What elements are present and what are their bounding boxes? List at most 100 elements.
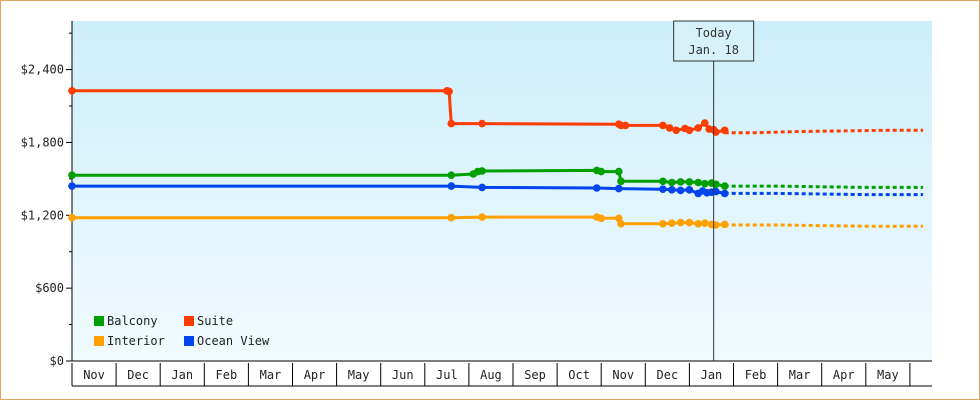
legend-swatch (184, 316, 194, 326)
data-point (447, 182, 456, 190)
data-point (685, 126, 694, 135)
y-tick-label: $2,400 (21, 63, 64, 77)
series-forecast-line (724, 128, 924, 135)
legend-label: Suite (197, 314, 233, 328)
data-point (694, 124, 702, 132)
data-point (478, 167, 486, 175)
data-point (720, 189, 729, 198)
data-point (447, 171, 456, 179)
data-point (694, 178, 702, 187)
series-forecast-line (724, 223, 924, 228)
legend-label: Interior (107, 334, 165, 348)
legend-label: Balcony (107, 314, 158, 328)
y-tick-label: $1,800 (21, 135, 64, 149)
y-tick-label: $1,200 (21, 208, 64, 222)
data-point (685, 218, 694, 227)
data-point (668, 178, 676, 187)
data-point (701, 119, 709, 127)
y-tick-label: $600 (35, 281, 64, 295)
data-point (447, 213, 456, 222)
data-point (694, 220, 702, 228)
month-label: Jun (392, 368, 414, 382)
month-label: Apr (833, 368, 855, 382)
month-label: May (877, 368, 899, 382)
month-label: Feb (745, 368, 767, 382)
data-point (701, 219, 709, 227)
data-point (68, 213, 76, 222)
data-point (720, 220, 729, 229)
month-label: May (348, 368, 370, 382)
data-point (478, 119, 486, 128)
data-point (668, 186, 676, 194)
data-point (621, 121, 630, 130)
data-point (68, 171, 76, 179)
data-point (659, 177, 667, 186)
legend-item-ocean-view: Ocean View (184, 334, 270, 348)
data-point (676, 186, 685, 195)
month-label: Aug (480, 368, 502, 382)
data-point (597, 214, 605, 223)
data-point (676, 218, 685, 227)
month-label: Jan (171, 368, 193, 382)
x-axis: Nov Dec Jan Feb Mar Apr May Jun Jul Aug Sep Oct Nov D… (71, 360, 932, 387)
month-label: Jul (436, 368, 458, 382)
month-label: Dec (657, 368, 679, 382)
data-point (617, 177, 625, 186)
data-point (68, 87, 76, 95)
month-label: Nov (612, 368, 634, 382)
data-point (685, 178, 694, 186)
series-suite (68, 87, 924, 136)
legend-swatch (94, 316, 104, 326)
data-point (593, 184, 601, 192)
legend: Balcony Suite Interior Ocean View (94, 314, 270, 348)
legend-swatch (184, 336, 194, 346)
legend-label: Ocean View (197, 334, 270, 348)
data-point (68, 182, 76, 190)
legend-item-balcony: Balcony (94, 314, 158, 328)
y-tick-label: $0 (50, 354, 64, 368)
series-interior (68, 213, 924, 229)
data-point (720, 182, 729, 190)
data-point (478, 183, 486, 192)
legend-swatch (94, 336, 104, 346)
legend-item-suite: Suite (184, 314, 233, 328)
month-label: Sep (524, 368, 546, 382)
today-box (673, 20, 755, 62)
series-balcony (68, 166, 924, 190)
data-point (720, 126, 729, 135)
month-label: Nov (83, 368, 105, 382)
data-point (665, 124, 674, 132)
today-date: Jan. 18 (688, 43, 739, 57)
plot-background (72, 21, 932, 361)
data-point (659, 185, 667, 193)
series-ocean-view (68, 182, 924, 198)
series-group (68, 87, 924, 229)
month-label: Oct (568, 368, 590, 382)
data-point (617, 220, 625, 228)
data-point (597, 167, 605, 176)
data-point (676, 178, 685, 186)
month-label: Mar (789, 368, 811, 382)
month-label: Feb (216, 368, 238, 382)
data-point (478, 213, 486, 221)
data-point (447, 119, 456, 128)
data-point (701, 179, 709, 188)
series-forecast-line (724, 184, 924, 189)
month-label: Jan (701, 368, 723, 382)
month-label: Apr (304, 368, 326, 382)
data-point (615, 167, 623, 176)
series-forecast-line (724, 191, 924, 197)
data-point (445, 87, 453, 96)
y-axis: $0 $600 $1,200 $1,800 $2,400 (21, 21, 73, 368)
data-point (615, 184, 623, 193)
legend-item-interior: Interior (94, 334, 165, 348)
data-point (672, 126, 680, 135)
data-point (685, 186, 694, 194)
data-point (659, 220, 667, 228)
today-label: Today (696, 26, 732, 40)
data-point (659, 121, 667, 130)
month-label: Dec (127, 368, 149, 382)
today-marker: Today Jan. 18 (673, 20, 755, 361)
